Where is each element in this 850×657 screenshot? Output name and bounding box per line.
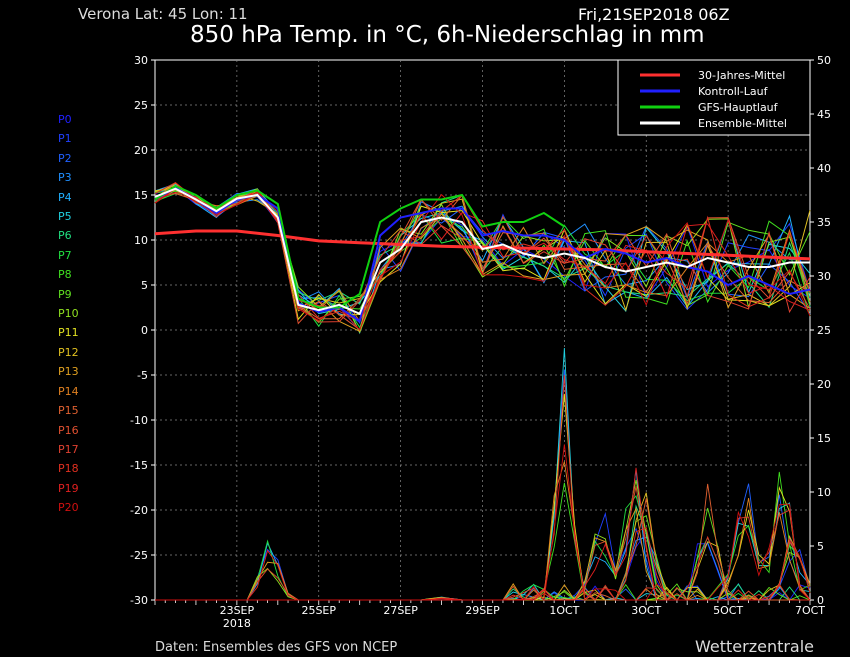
y2-tick-label: 40 [817, 162, 831, 175]
y-tick-label: -15 [130, 459, 148, 472]
legend-label: Kontroll-Lauf [698, 85, 769, 98]
member-temp-line [154, 183, 811, 335]
x-tick-label: 23SEP [220, 604, 255, 617]
member-label: P16 [58, 423, 79, 437]
x-tick-label: 3OCT [631, 604, 661, 617]
chart-title: 850 hPa Temp. in °C, 6h-Niederschlag in … [190, 22, 705, 48]
member-label: P12 [58, 345, 79, 359]
y2-tick-label: 0 [817, 594, 824, 607]
member-precip-line [155, 444, 811, 602]
member-label: P15 [58, 404, 79, 418]
member-label: P20 [58, 501, 79, 515]
legend-label: Ensemble-Mittel [698, 117, 787, 130]
series-line [154, 187, 810, 316]
y2-tick-label: 30 [817, 270, 831, 283]
x-tick-label: 25SEP [301, 604, 336, 617]
brand-label: Wetterzentrale [695, 637, 815, 656]
y2-tick-label: 20 [817, 378, 831, 391]
member-label: P3 [58, 171, 72, 185]
x-tick-label: 1OCT [549, 604, 579, 617]
member-label: P19 [58, 481, 79, 495]
y2-tick-label: 50 [817, 54, 831, 67]
member-label: P18 [58, 462, 79, 476]
y-tick-label: 5 [141, 279, 148, 292]
member-label: P1 [58, 132, 72, 146]
series-line [154, 229, 811, 261]
member-label: P11 [58, 326, 79, 340]
y2-tick-label: 45 [817, 108, 831, 121]
member-label: P7 [58, 248, 72, 262]
y-tick-label: 10 [134, 234, 148, 247]
x-tick-label: 29SEP [465, 604, 500, 617]
member-label: P2 [58, 151, 72, 165]
member-precip-line [155, 486, 811, 601]
y2-tick-label: 10 [817, 486, 831, 499]
member-label: P17 [58, 442, 79, 456]
y-tick-label: 30 [134, 54, 148, 67]
y-tick-label: 20 [134, 144, 148, 157]
member-label: P13 [58, 365, 79, 379]
x-tick-label: 2018 [223, 617, 251, 630]
member-label: P5 [58, 210, 72, 224]
run-date-label: Fri,21SEP2018 06Z [578, 5, 730, 24]
member-label: P4 [58, 190, 72, 204]
member-label: P14 [58, 384, 79, 398]
series-line [154, 184, 565, 309]
y-tick-label: -10 [130, 414, 148, 427]
y2-tick-label: 35 [817, 216, 831, 229]
y-tick-label: -30 [130, 594, 148, 607]
y-tick-label: -25 [130, 549, 148, 562]
member-label: P10 [58, 307, 79, 321]
legend-label: 30-Jahres-Mittel [698, 69, 785, 82]
member-label: P0 [58, 113, 72, 126]
y-tick-label: -5 [137, 369, 148, 382]
y2-tick-label: 5 [817, 540, 824, 553]
member-list: P0 P1 P2 P3 P4 P5 P6 P7 P8 P9 P10 P11 P12 P13 P14 P15 P1… [58, 110, 79, 518]
data-credit: Daten: Ensembles des GFS von NCEP [155, 640, 398, 655]
member-label: P6 [58, 229, 72, 243]
x-tick-label: 27SEP [383, 604, 418, 617]
y2-tick-label: 25 [817, 324, 831, 337]
member-label: P8 [58, 268, 72, 282]
y-tick-label: 0 [141, 324, 148, 337]
series-line [154, 186, 811, 323]
y-tick-label: 15 [134, 189, 148, 202]
y2-tick-label: 15 [817, 432, 831, 445]
x-tick-label: 7OCT [795, 604, 825, 617]
x-tick-label: 5OCT [713, 604, 743, 617]
y-tick-label: 25 [134, 99, 148, 112]
legend-label: GFS-Hauptlauf [698, 101, 779, 114]
member-label: P9 [58, 287, 72, 301]
location-label: Verona Lat: 45 Lon: 11 [78, 5, 248, 23]
y-tick-label: -20 [130, 504, 148, 517]
